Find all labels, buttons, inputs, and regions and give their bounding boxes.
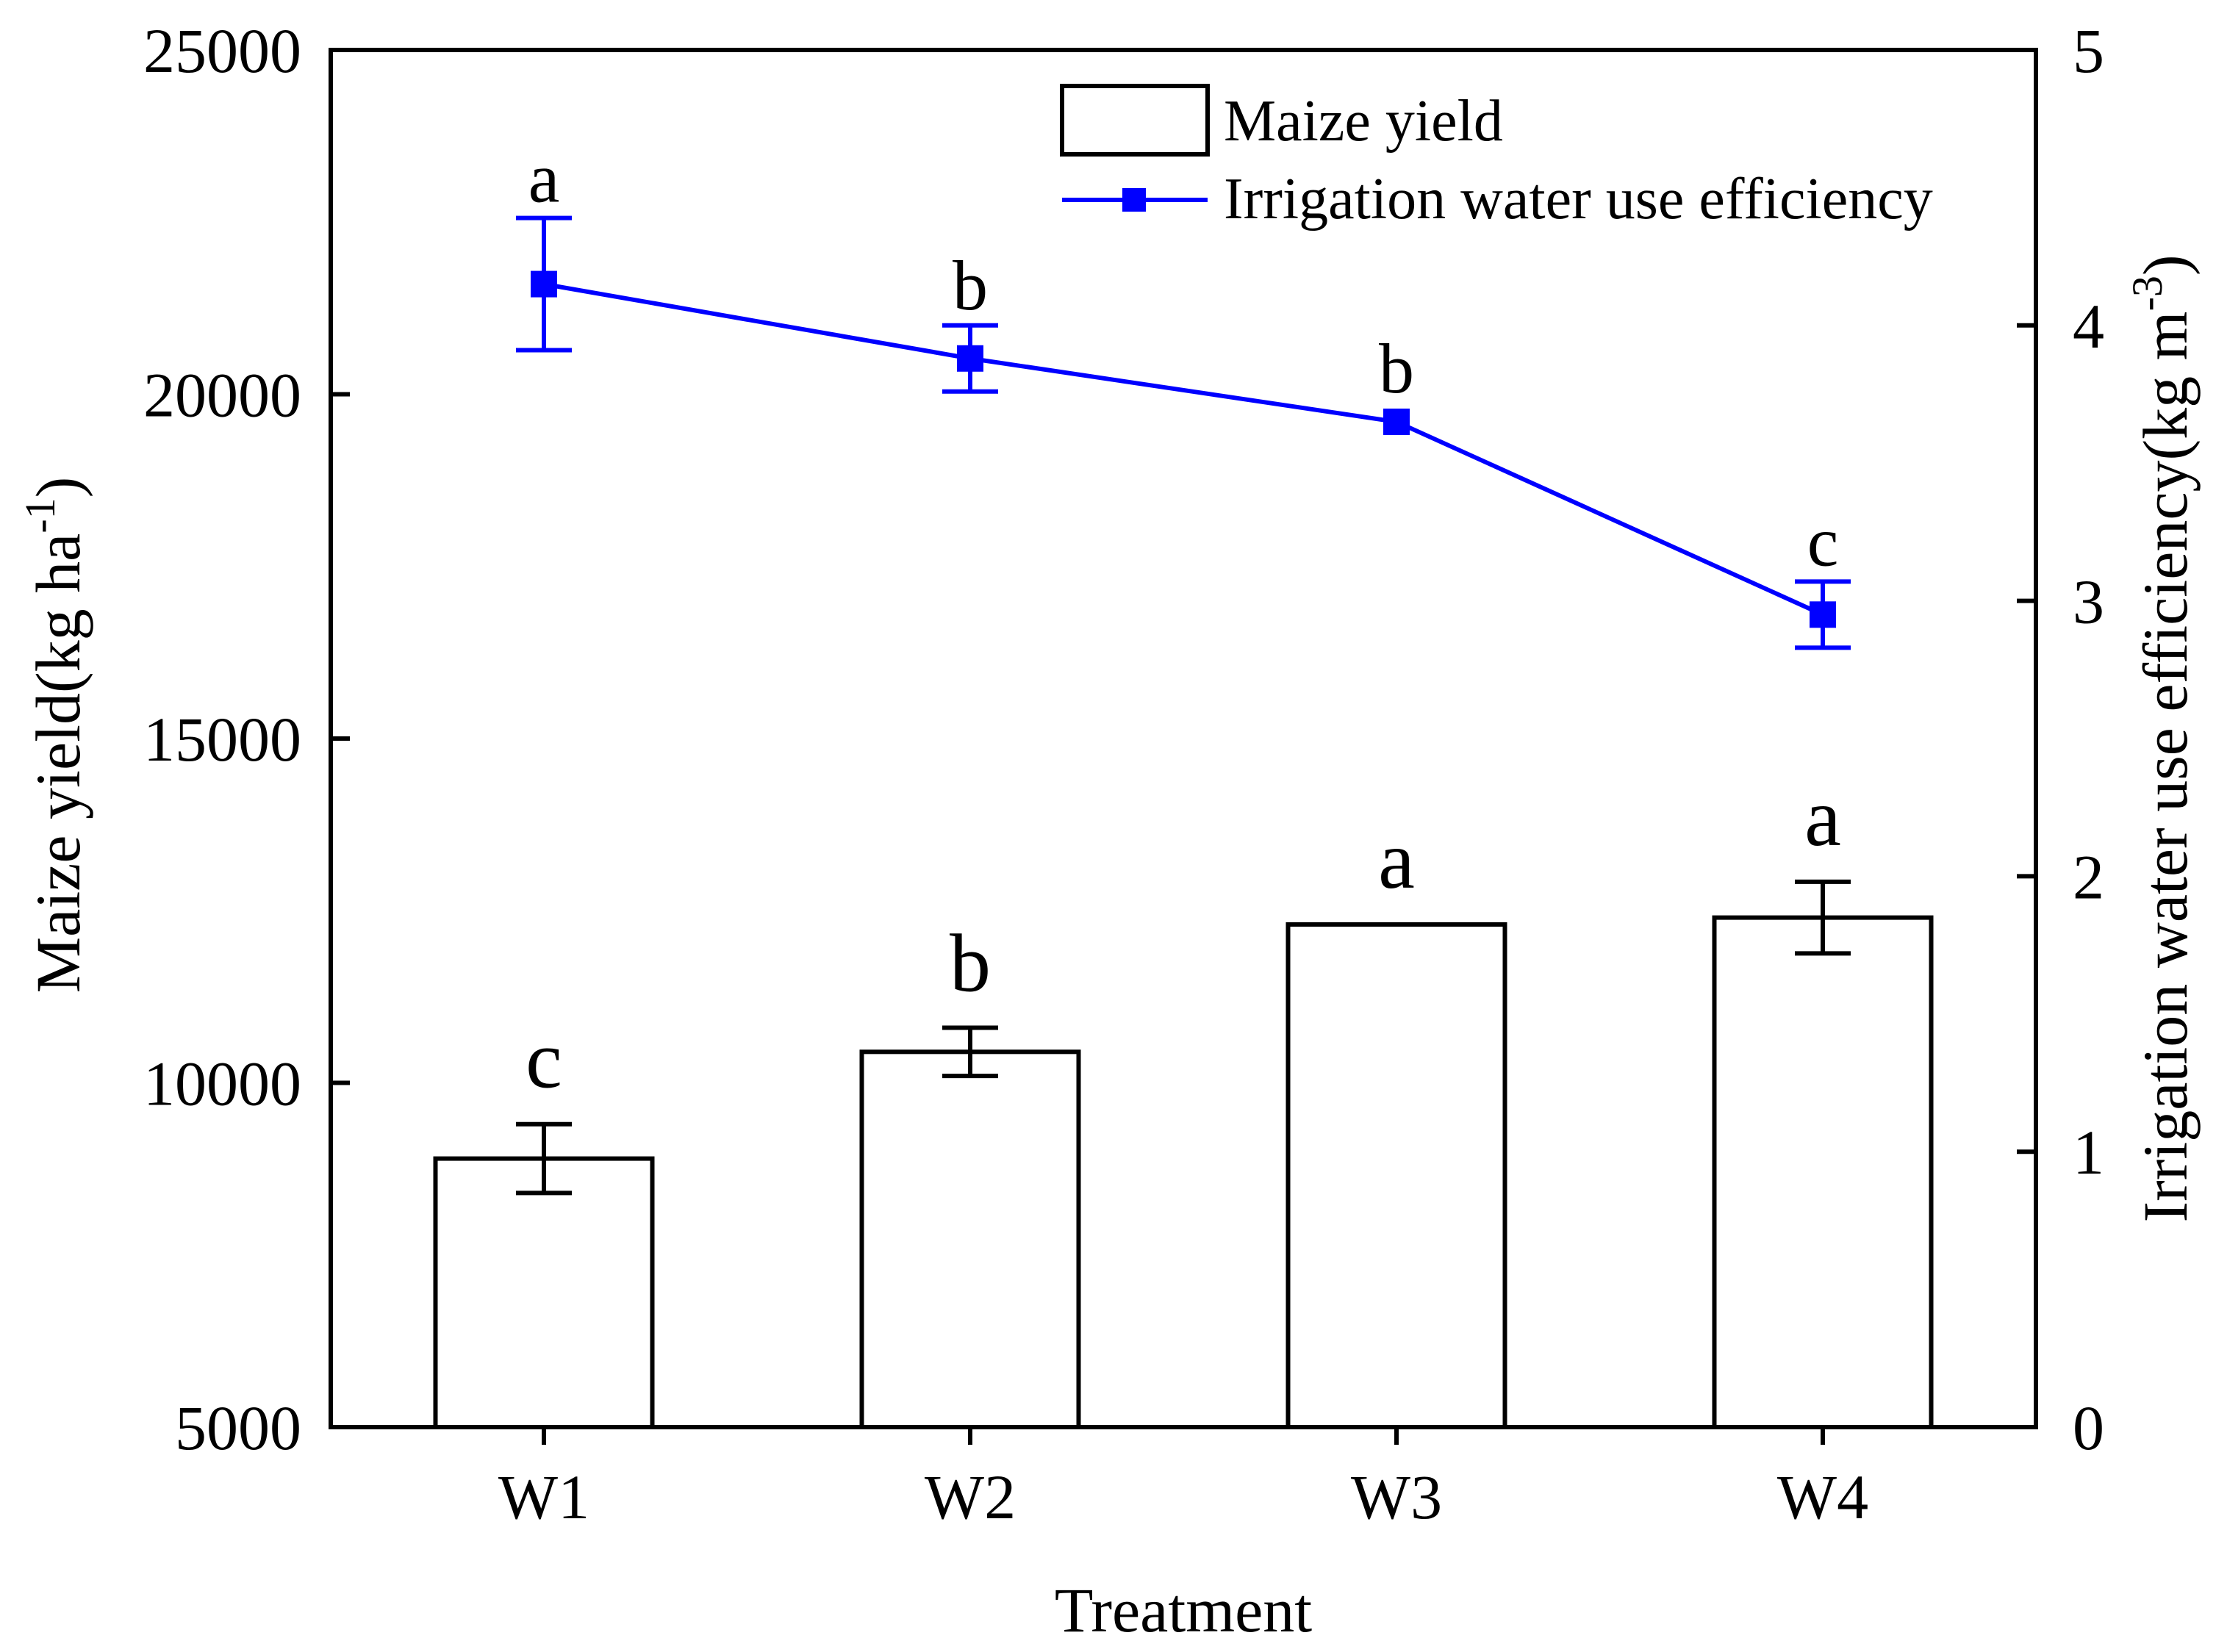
x-tick-label: W3 <box>1351 1462 1442 1532</box>
y-axis-title-left: Maize yield(kg ha-1) <box>16 477 93 994</box>
bar-W3 <box>1286 922 1507 1429</box>
iwue-marker <box>1383 408 1410 435</box>
x-axis-title: Treatment <box>1055 1575 1312 1645</box>
y-right-tick-label: 0 <box>2073 1393 2104 1463</box>
y-right-title-close: ) <box>2130 254 2201 276</box>
legend-label-iwue: Irrigation water use efficiency <box>1224 167 1933 231</box>
iwue-marker <box>1810 601 1836 628</box>
legend: Maize yield Irrigation water use efficie… <box>1060 84 1933 231</box>
iwue-significance-letter: c <box>1807 502 1839 581</box>
axes-layer: 5000 10000 15000 20000 25000 0 1 2 3 4 5 W1 W2 W3 W4 <box>143 15 2104 1532</box>
y-left-tick-label: 15000 <box>143 704 301 775</box>
iwue-marker <box>957 345 983 372</box>
bar-W2 <box>859 1049 1081 1429</box>
y-left-tick-label: 25000 <box>143 15 301 86</box>
y-left-tick-label: 20000 <box>143 360 301 431</box>
y-left-tick-label: 5000 <box>175 1393 301 1463</box>
iwue-marker <box>531 270 557 298</box>
y-right-title-sup: -3 <box>2123 276 2171 311</box>
x-tick-label: W2 <box>925 1462 1016 1532</box>
bar-W4 <box>1712 915 1934 1429</box>
bars-layer: c b a a <box>433 772 1934 1429</box>
legend-marker-swatch <box>1122 188 1146 212</box>
y-left-title-sup: -1 <box>16 498 64 533</box>
bar-significance-letter: b <box>950 919 991 1010</box>
bar-significance-letter: a <box>1804 772 1841 863</box>
bar-W1 <box>433 1156 655 1429</box>
iwue-line <box>543 281 1824 617</box>
y-left-title-text: Maize yield(kg ha <box>23 534 93 994</box>
x-tick-label: W4 <box>1777 1462 1868 1532</box>
bar-significance-letter: c <box>526 1015 562 1106</box>
y-right-tick-label: 4 <box>2073 291 2104 362</box>
iwue-significance-letter: a <box>528 139 560 218</box>
y-right-tick-label: 2 <box>2073 841 2104 912</box>
legend-bar-swatch <box>1060 84 1210 157</box>
iwue-significance-letter: b <box>953 246 988 325</box>
y-right-tick-label: 1 <box>2073 1117 2104 1188</box>
y-left-title-close: ) <box>23 477 93 498</box>
iwue-significance-letter: b <box>1379 329 1414 408</box>
y-left-tick-label: 10000 <box>143 1049 301 1119</box>
legend-label-yield: Maize yield <box>1224 89 1503 154</box>
bar-significance-letter: a <box>1378 815 1415 906</box>
y-right-tick-label: 3 <box>2073 567 2104 637</box>
line-layer: a b b c <box>516 139 1851 650</box>
y-axis-title-right: Irrigation water use efficiency(kg m-3) <box>2123 254 2201 1222</box>
x-tick-label: W1 <box>498 1462 589 1532</box>
y-right-tick-label: 5 <box>2073 15 2104 86</box>
y-right-title-text: Irrigation water use efficiency(kg m <box>2130 311 2201 1222</box>
